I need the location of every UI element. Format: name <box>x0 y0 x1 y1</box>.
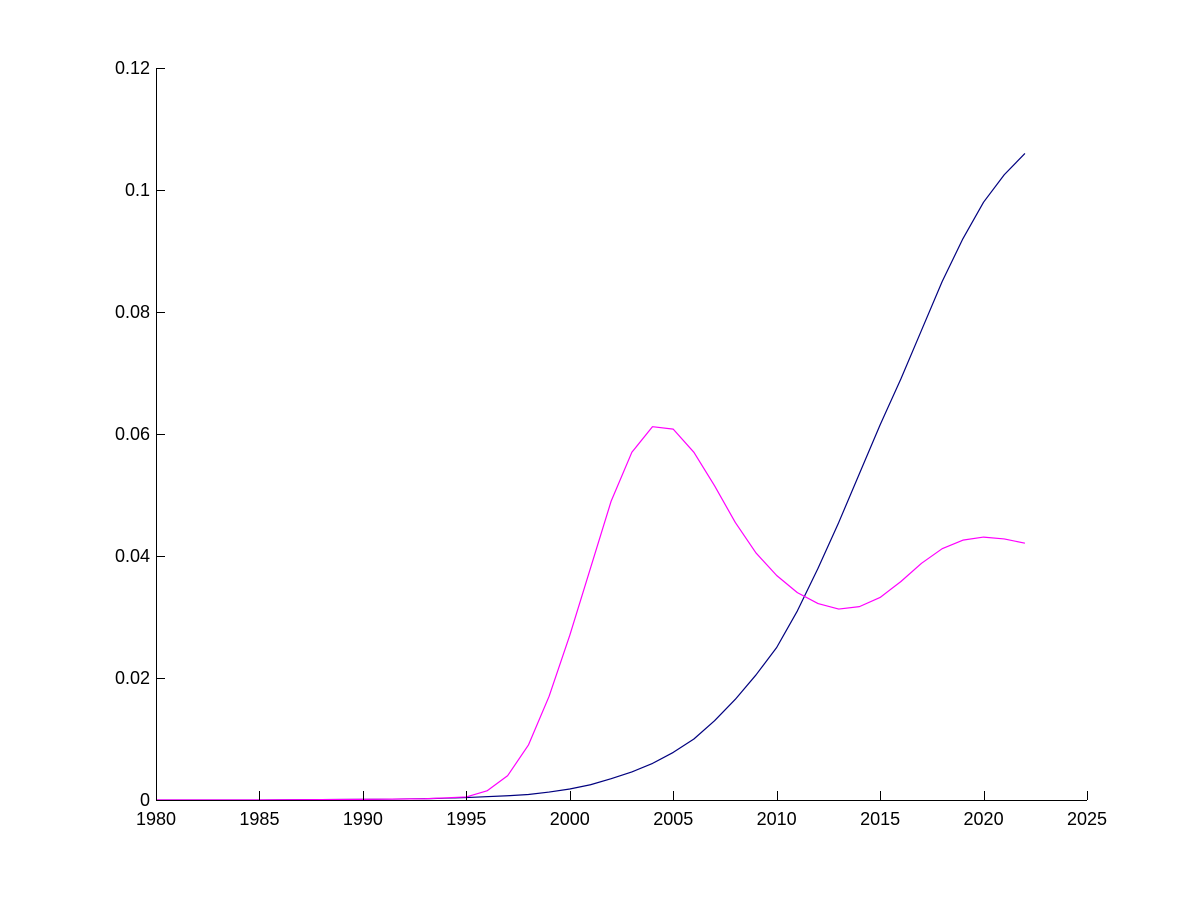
y-tick-label: 0.02 <box>115 668 150 688</box>
plot-lines <box>156 152 1026 801</box>
y-ticks: 0 0.02 0.04 0.06 0.08 0.1 0.12 <box>115 58 165 810</box>
y-tick-label: 0.1 <box>125 180 150 200</box>
x-tick-label: 2000 <box>550 809 590 829</box>
x-tick-label: 1980 <box>136 809 176 829</box>
axes <box>156 68 1087 801</box>
x-tick-label: 1990 <box>343 809 383 829</box>
x-tick-label: 2005 <box>653 809 693 829</box>
x-tick-label: 2015 <box>860 809 900 829</box>
x-tick-label: 1985 <box>239 809 279 829</box>
x-tick-label: 2010 <box>757 809 797 829</box>
y-tick-label: 0.04 <box>115 546 150 566</box>
x-tick-label: 2025 <box>1067 809 1107 829</box>
series-line-2 <box>156 426 1026 801</box>
y-tick-label: 0 <box>140 790 150 810</box>
y-tick-label: 0.06 <box>115 424 150 444</box>
x-tick-label: 2020 <box>964 809 1004 829</box>
y-tick-label: 0.12 <box>115 58 150 78</box>
series-line-1 <box>156 152 1026 801</box>
x-tick-label: 1995 <box>446 809 486 829</box>
y-tick-label: 0.08 <box>115 302 150 322</box>
x-ticks: 1980 1985 1990 1995 2000 2005 2010 2015 2020 2025 <box>136 791 1107 829</box>
